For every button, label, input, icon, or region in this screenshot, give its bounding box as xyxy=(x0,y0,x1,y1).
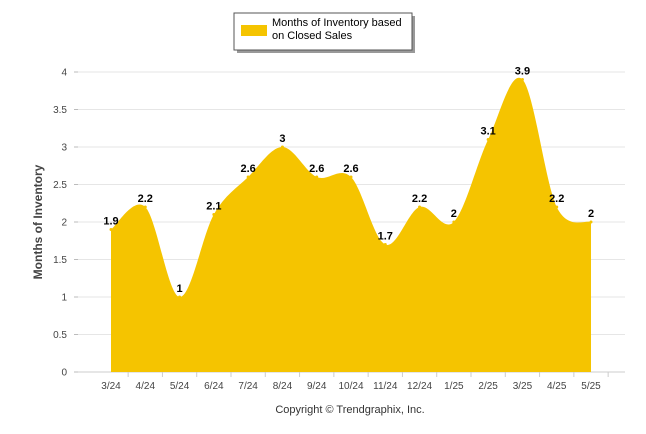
legend: Months of Inventory based on Closed Sale… xyxy=(233,12,415,53)
data-point xyxy=(418,205,422,209)
x-tick-label: 5/25 xyxy=(581,381,601,392)
x-tick-label: 4/25 xyxy=(547,381,567,392)
data-label: 3 xyxy=(279,133,285,145)
data-point xyxy=(555,205,559,209)
data-label: 3.9 xyxy=(515,66,530,78)
data-point xyxy=(178,295,182,299)
x-tick-label: 6/24 xyxy=(204,381,224,392)
data-point xyxy=(383,243,387,246)
area-fill xyxy=(111,77,592,372)
y-tick-label: 0.5 xyxy=(53,330,67,341)
data-label: 1.9 xyxy=(103,216,118,228)
x-tick-label: 8/24 xyxy=(273,381,293,392)
data-label: 2 xyxy=(451,208,457,220)
x-tick-label: 9/24 xyxy=(307,381,327,392)
data-point xyxy=(143,205,147,209)
legend-label-line1: Months of Inventory based xyxy=(272,17,402,29)
data-point xyxy=(452,220,456,224)
data-point xyxy=(280,145,284,149)
data-label: 2.2 xyxy=(138,193,153,205)
data-point xyxy=(246,175,250,179)
y-tick-label: 1 xyxy=(61,293,67,304)
legend-label-line2: on Closed Sales xyxy=(272,30,353,42)
x-tick-label: 11/24 xyxy=(373,381,398,392)
data-point xyxy=(109,228,113,231)
y-tick-label: 4 xyxy=(61,68,67,79)
x-tick-label: 3/25 xyxy=(513,381,533,392)
y-tick-label: 0 xyxy=(61,368,67,379)
data-point xyxy=(520,78,524,81)
data-label: 2.2 xyxy=(549,193,564,205)
data-label: 3.1 xyxy=(480,126,495,138)
x-tick-label: 12/24 xyxy=(407,381,432,392)
data-point xyxy=(486,138,490,141)
data-point xyxy=(212,213,216,216)
x-tick-label: 7/24 xyxy=(238,381,258,392)
y-tick-label: 3 xyxy=(61,143,67,154)
y-tick-label: 2.5 xyxy=(53,180,67,191)
x-tick-label: 4/24 xyxy=(136,381,156,392)
data-point xyxy=(315,175,319,179)
data-point xyxy=(349,175,353,179)
x-axis-ticks: 3/24 4/24 5/24 6/24 7/24 8/24 9/24 10/24 11/24 12… xyxy=(101,372,609,392)
y-tick-label: 2 xyxy=(61,218,67,229)
data-point xyxy=(589,220,593,224)
y-tick-label: 1.5 xyxy=(53,255,67,266)
x-tick-label: 10/24 xyxy=(338,381,363,392)
data-label: 2.1 xyxy=(206,201,221,213)
data-label: 2 xyxy=(588,208,594,220)
data-label: 1.7 xyxy=(378,231,393,243)
y-axis-title: Months of Inventory xyxy=(31,164,45,279)
y-tick-label: 3.5 xyxy=(53,105,67,116)
x-tick-label: 5/24 xyxy=(170,381,190,392)
data-label: 2.6 xyxy=(343,163,358,175)
data-labels: 1.9 2.2 1 2.1 2.6 3 2.6 2.6 1.7 2.2 2 3.1 3.9 2.2 2 xyxy=(103,66,594,299)
x-tick-label: 3/24 xyxy=(101,381,121,392)
copyright-footer: Copyright © Trendgraphix, Inc. xyxy=(275,404,424,416)
x-tick-label: 1/25 xyxy=(444,381,464,392)
data-label: 2.6 xyxy=(240,163,255,175)
y-axis-ticks: 0 0.5 1 1.5 2 2.5 3 3.5 4 xyxy=(53,68,78,379)
x-tick-label: 2/25 xyxy=(478,381,498,392)
area-series xyxy=(111,77,592,372)
data-label: 2.6 xyxy=(309,163,324,175)
legend-swatch xyxy=(241,25,267,36)
data-label: 1 xyxy=(177,283,183,295)
data-label: 2.2 xyxy=(412,193,427,205)
